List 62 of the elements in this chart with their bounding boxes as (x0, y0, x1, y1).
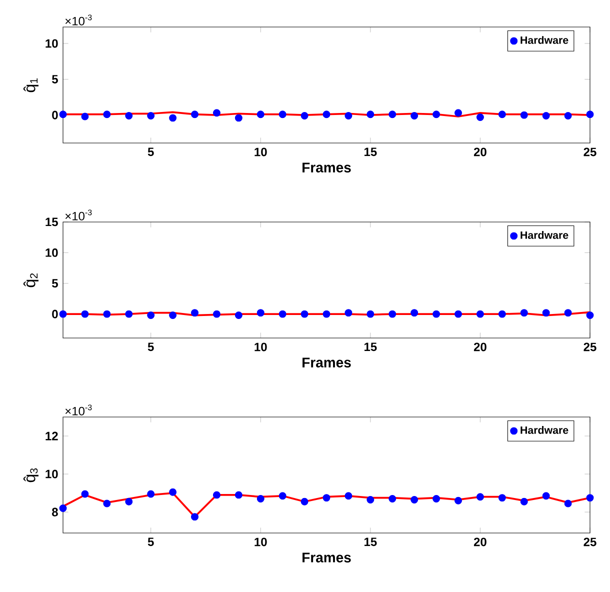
x-tick-label: 20 (474, 148, 486, 156)
point (322, 494, 330, 502)
x-tick-label: 15 (364, 148, 377, 156)
y-axis-title: q̂$_{1}$ (23, 78, 38, 92)
x-tick-label: 5 (148, 538, 154, 546)
point (256, 495, 264, 502)
y-tick-label: 8 (52, 508, 58, 516)
point (191, 513, 198, 521)
x-tick-label: 20 (474, 538, 486, 546)
legend-label: Hardware (520, 36, 568, 44)
x-tick-label: 15 (364, 538, 377, 546)
x-axis-title: Frames (302, 552, 351, 562)
y-axis-title: q̂$_{3}$ (23, 468, 38, 482)
y-tick-label: 5 (52, 75, 58, 84)
point (520, 498, 528, 506)
point (125, 498, 133, 506)
point (278, 492, 286, 500)
point (454, 496, 462, 504)
text: ×10$^{-3}$ (65, 14, 92, 26)
legend-label: Hardware (520, 426, 568, 434)
x-tick-label: 15 (364, 342, 377, 352)
x-tick-label: 10 (254, 538, 267, 546)
y-tick-label: 0 (52, 110, 58, 120)
point (432, 495, 440, 502)
point (147, 490, 155, 498)
point (300, 498, 308, 506)
point (498, 494, 506, 502)
point (410, 496, 418, 504)
y-tick-label: 15 (46, 218, 58, 226)
x-tick-label: 25 (584, 538, 596, 546)
x-tick-label: 25 (584, 342, 596, 352)
text: ×10$^{-3}$ (65, 404, 92, 416)
point (212, 491, 220, 499)
point (234, 491, 242, 499)
point (59, 504, 67, 512)
point (366, 496, 374, 504)
point (388, 495, 396, 502)
y-tick-label: 10 (46, 470, 58, 478)
point (103, 500, 111, 508)
point (564, 500, 572, 508)
point (476, 493, 484, 501)
y-tick-label: 0 (52, 310, 58, 318)
point (586, 494, 594, 502)
x-tick-label: 5 (148, 148, 154, 156)
y-tick-label: 10 (46, 39, 58, 48)
y-tick-label: 5 (52, 279, 58, 288)
point (169, 488, 177, 496)
point (542, 492, 550, 500)
x-tick-label: 5 (148, 342, 154, 352)
text: ×10$^{-3}$ (65, 210, 92, 220)
x-axis-title: Frames (302, 162, 351, 172)
x-tick-label: 20 (474, 342, 486, 352)
point (344, 492, 352, 500)
x-tick-label: 10 (254, 148, 267, 156)
point (81, 490, 89, 498)
y-axis-title: q̂$_{2}$ (23, 273, 38, 288)
y-tick-label: 12 (46, 432, 58, 440)
legend-label: Hardware (520, 231, 568, 239)
x-tick-label: 25 (584, 148, 596, 156)
x-tick-label: 10 (254, 342, 267, 352)
x-axis-title: Frames (302, 358, 351, 368)
y-tick-label: 10 (46, 248, 58, 257)
